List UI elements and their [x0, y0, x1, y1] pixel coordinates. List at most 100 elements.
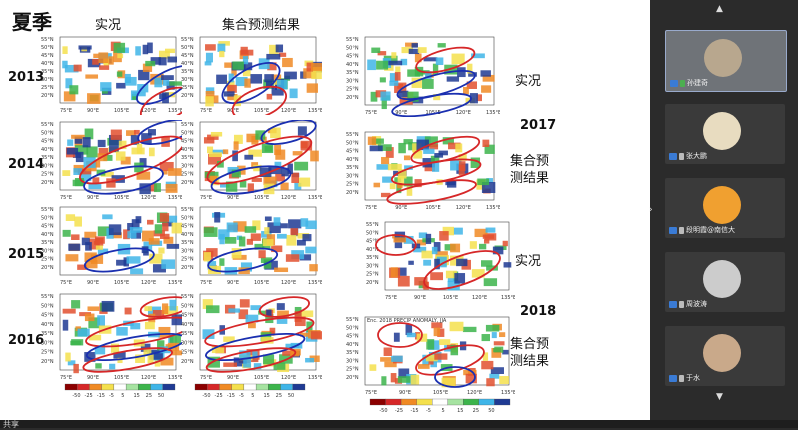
lon-tick-label: 75°E — [365, 110, 377, 116]
lon-tick-label: 90°E — [227, 280, 239, 286]
participant-avatar — [703, 334, 741, 372]
share-label: 共享 — [3, 419, 19, 430]
lat-tick-label: 45°N — [346, 334, 359, 340]
year-label-2018: 2018 — [520, 304, 556, 319]
participant-tile[interactable]: 孙建奇 — [665, 30, 787, 92]
lat-tick-label: 50°N — [181, 215, 194, 221]
lat-tick-label: 30°N — [41, 340, 54, 346]
lat-tick-label: 50°N — [41, 215, 54, 221]
microphone-icon — [679, 227, 684, 234]
lat-tick-label: 40°N — [41, 61, 54, 67]
scroll-up-icon[interactable]: ▲ — [716, 4, 723, 14]
lat-tick-label: 50°N — [41, 303, 54, 309]
colorbar-tick-label: 15 — [133, 393, 139, 399]
lon-tick-label: 120°E — [456, 205, 471, 211]
lon-tick-label: 90°E — [399, 390, 411, 396]
colorbar-tick-label: 50 — [158, 393, 164, 399]
lon-tick-label: 105°E — [254, 195, 269, 201]
colorbar-tick-label: -25 — [215, 393, 223, 399]
participant-label: 孙建奇 — [670, 78, 708, 88]
lon-tick-label: 135°E — [308, 280, 322, 286]
lat-tick-label: 35°N — [181, 69, 194, 75]
lat-tick-label: 30°N — [41, 248, 54, 254]
lon-tick-label: 120°E — [456, 110, 471, 116]
lat-tick-label: 55°N — [181, 294, 194, 300]
lat-tick-label: 25°N — [346, 182, 359, 188]
column-label-ensemble: 集合预测结果 — [222, 14, 300, 33]
lon-tick-label: 135°E — [308, 375, 322, 381]
colorbar-tick-label: -15 — [97, 393, 105, 399]
participant-name: 孙建奇 — [687, 78, 708, 88]
lat-tick-label: 30°N — [181, 248, 194, 254]
colorbar-tick-label: 25 — [276, 393, 282, 399]
participant-tile[interactable]: 段明霞@南信大 — [665, 178, 785, 238]
participant-tile[interactable]: 于水 — [665, 326, 785, 386]
lat-tick-label: 35°N — [346, 165, 359, 171]
lon-tick-label: 135°E — [501, 390, 515, 396]
lon-tick-label: 105°E — [114, 375, 129, 381]
lat-tick-label: 30°N — [346, 358, 359, 364]
lat-tick-label: 50°N — [346, 140, 359, 146]
camera-icon — [669, 227, 677, 234]
microphone-icon — [680, 80, 685, 87]
lat-tick-label: 40°N — [346, 157, 359, 163]
lat-tick-label: 40°N — [181, 322, 194, 328]
lat-tick-label: 35°N — [181, 331, 194, 337]
participant-tile[interactable]: 周波涛 — [665, 252, 785, 312]
lat-tick-label: 25°N — [346, 87, 359, 93]
lat-tick-label: 30°N — [41, 77, 54, 83]
lat-tick-label: 55°N — [181, 122, 194, 128]
lat-tick-label: 35°N — [41, 240, 54, 246]
map-2018-title: Enc. 2018 PRECIP ANOMALY, JJA — [367, 318, 447, 324]
colorbar-tick-label: 5 — [251, 393, 254, 399]
collapse-panel-icon[interactable]: › — [649, 205, 653, 215]
lon-tick-label: 120°E — [141, 280, 156, 286]
lat-tick-label: 25°N — [41, 85, 54, 91]
lon-tick-label: 120°E — [472, 295, 487, 301]
colorbar-tick-label: 25 — [473, 408, 479, 412]
colorbar-tick-label: 25 — [146, 393, 152, 399]
lon-tick-label: 120°E — [281, 108, 296, 114]
lat-tick-label: 55°N — [181, 37, 194, 43]
lat-tick-label: 40°N — [41, 322, 54, 328]
lat-tick-label: 40°N — [41, 147, 54, 153]
participant-name: 于水 — [686, 373, 700, 383]
lat-tick-label: 20°N — [346, 190, 359, 196]
lon-tick-label: 90°E — [87, 280, 99, 286]
lat-tick-label: 30°N — [346, 173, 359, 179]
lon-tick-label: 90°E — [87, 195, 99, 201]
lon-tick-label: 75°E — [200, 280, 212, 286]
microphone-icon — [679, 301, 684, 308]
lat-tick-label: 25°N — [181, 257, 194, 263]
lat-tick-label: 50°N — [346, 45, 359, 51]
colorbar-tick-label: -50 — [379, 408, 387, 412]
participant-avatar — [703, 260, 741, 298]
lat-tick-label: 35°N — [41, 155, 54, 161]
slide-title: 夏季 — [12, 6, 52, 35]
lat-tick-label: 50°N — [41, 45, 54, 51]
scroll-down-icon[interactable]: ▼ — [716, 392, 723, 402]
lon-tick-label: 75°E — [60, 280, 72, 286]
lat-tick-label: 20°N — [41, 265, 54, 271]
lat-tick-label: 50°N — [41, 130, 54, 136]
lon-tick-label: 105°E — [254, 280, 269, 286]
colorbar-tick-label: 50 — [288, 393, 294, 399]
lat-tick-label: 20°N — [346, 375, 359, 381]
lat-tick-label: 30°N — [346, 78, 359, 84]
lon-tick-label: 120°E — [141, 108, 156, 114]
participant-tile[interactable]: 张大鹏 — [665, 104, 785, 164]
colorbar-tick-label: -5 — [426, 408, 431, 412]
lat-tick-label: 35°N — [41, 331, 54, 337]
lon-tick-label: 75°E — [365, 390, 377, 396]
lon-tick-label: 75°E — [60, 108, 72, 114]
lat-tick-label: 40°N — [346, 342, 359, 348]
lon-tick-label: 90°E — [87, 108, 99, 114]
camera-icon — [669, 153, 677, 160]
